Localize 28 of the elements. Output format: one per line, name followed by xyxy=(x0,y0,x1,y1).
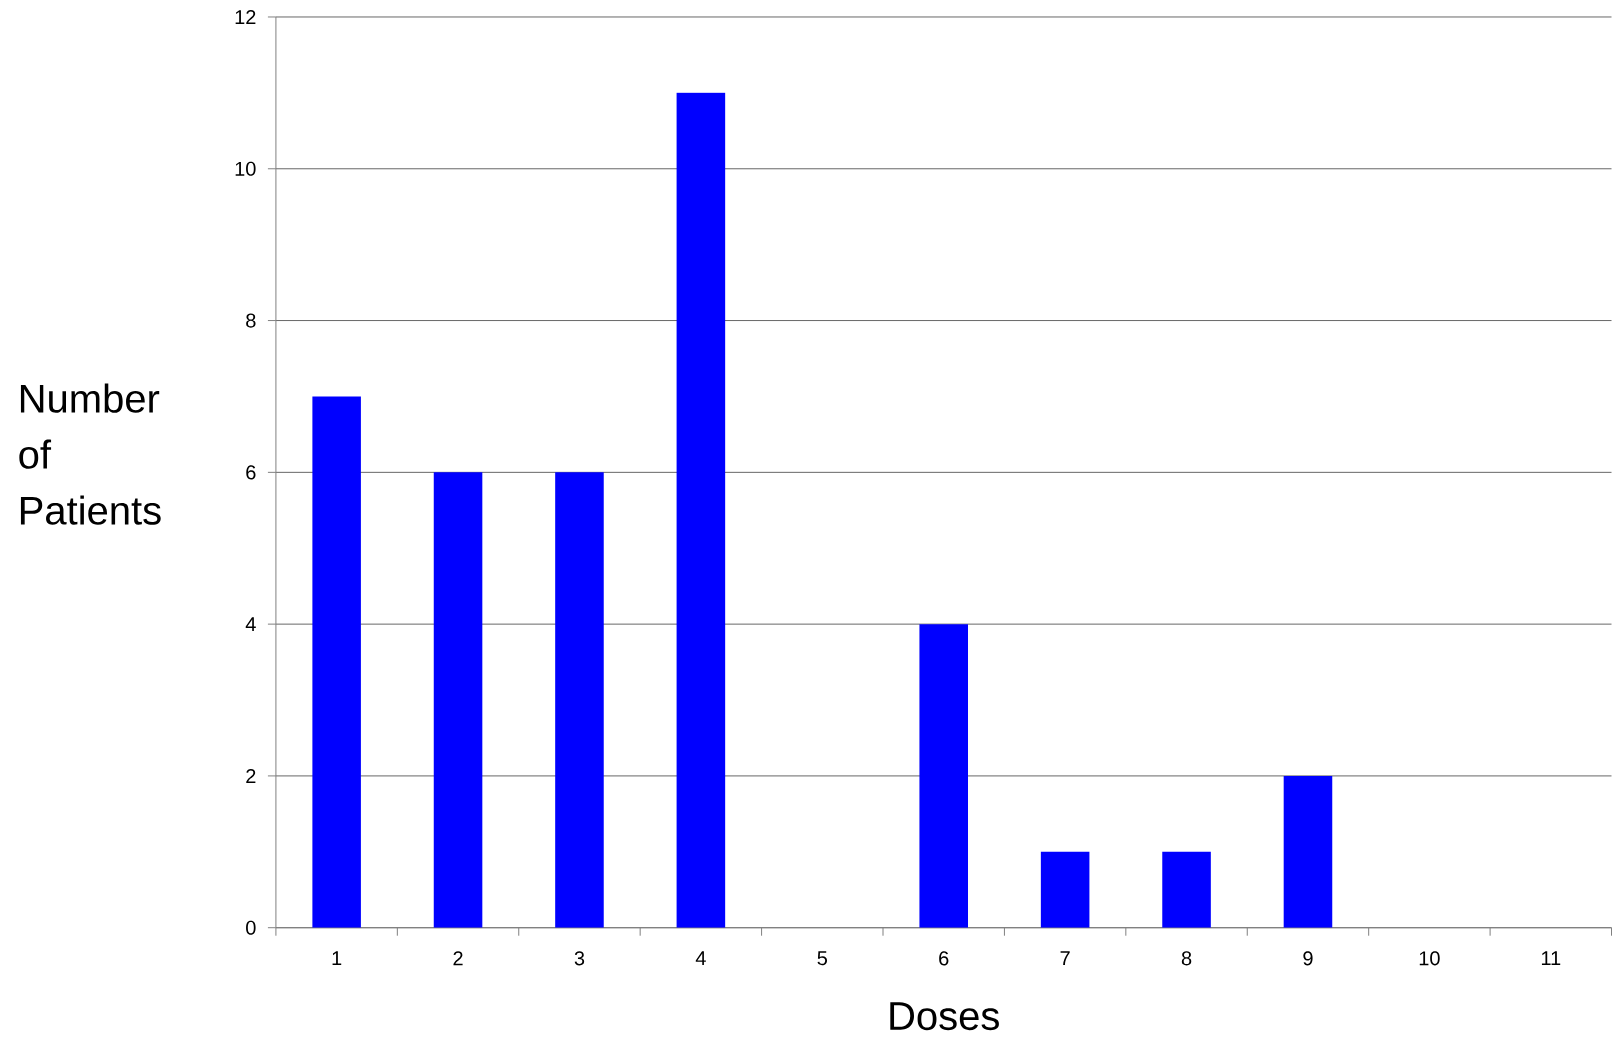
x-tick-label: 6 xyxy=(939,951,949,966)
x-tick-label: 9 xyxy=(1303,951,1313,966)
bar xyxy=(433,472,483,928)
x-tick-label: 2 xyxy=(453,951,463,966)
x-tick-label: 5 xyxy=(817,951,828,966)
bar xyxy=(312,396,361,928)
x-tick-label: 1 xyxy=(332,951,342,966)
y-tick-label: 2 xyxy=(246,769,256,784)
x-axis-title: Doses xyxy=(890,1002,999,1031)
bar xyxy=(676,93,726,928)
x-tick-label: 4 xyxy=(695,951,706,966)
y-tick-label: 12 xyxy=(235,10,256,25)
bar xyxy=(919,624,968,928)
y-tick-label: 0 xyxy=(246,920,256,935)
x-tick-label: 11 xyxy=(1541,951,1561,966)
y-tick-label: 10 xyxy=(235,161,256,176)
bar xyxy=(1040,851,1090,928)
y-tick-label: 8 xyxy=(246,313,256,328)
y-tick-label: 4 xyxy=(245,617,256,632)
x-tick-label: 7 xyxy=(1060,951,1070,966)
bar xyxy=(555,472,604,928)
bar xyxy=(1283,776,1333,928)
x-tick-label: 3 xyxy=(574,951,585,966)
y-axis-title: Number of Patients xyxy=(19,383,161,525)
y-tick-label: 6 xyxy=(246,465,256,480)
x-tick-label: 8 xyxy=(1181,951,1192,966)
x-tick-label: 10 xyxy=(1419,951,1440,966)
bar xyxy=(1162,851,1211,928)
